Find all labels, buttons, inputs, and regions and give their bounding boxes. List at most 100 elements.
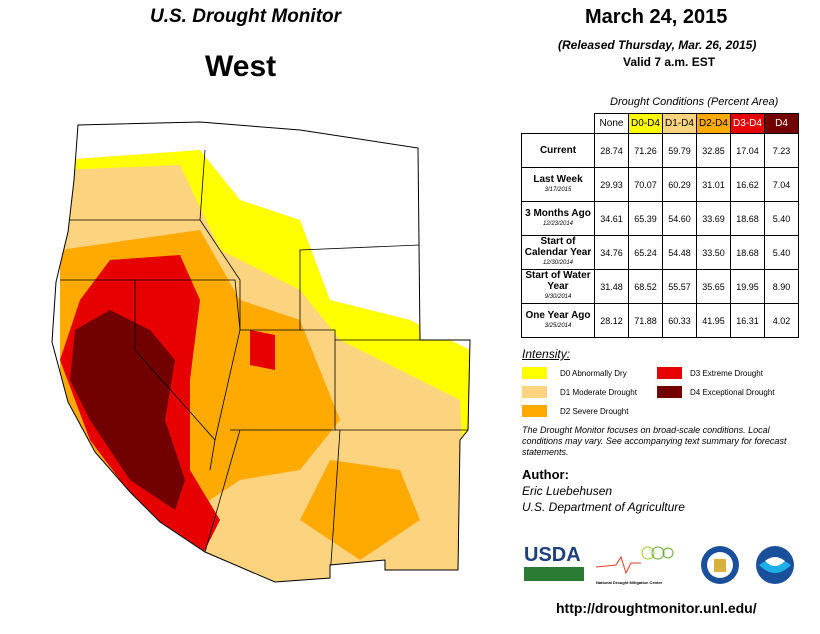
website-link[interactable]: http://droughtmonitor.unl.edu/ — [556, 600, 757, 616]
drought-map — [51, 121, 471, 583]
row-date: 9/30/2014 — [544, 294, 572, 300]
table-cell: 5.40 — [764, 235, 799, 270]
table-cell: 32.85 — [696, 133, 731, 168]
table-cell: 7.04 — [764, 167, 799, 202]
table-cell: 29.93 — [594, 167, 629, 202]
usda-logo: USDA — [524, 545, 584, 581]
usda-logo-text: USDA — [524, 544, 581, 566]
valid-time: Valid 7 a.m. EST — [623, 55, 716, 69]
row-label-text: Current — [539, 145, 577, 156]
table-cell: 18.68 — [730, 201, 765, 236]
row-label-text: 3 Months Ago — [525, 207, 591, 219]
column-header: D4 — [764, 113, 799, 134]
table-row: One Year Ago 3/25/2014 28.12 71.88 60.33 41.9… — [521, 303, 799, 338]
table-cell: 34.61 — [594, 201, 629, 236]
author-org: U.S. Department of Agriculture — [522, 500, 685, 514]
table-cell: 54.48 — [662, 235, 697, 270]
legend-item: D0 Abnormally Dry — [522, 367, 627, 379]
row-label: One Year Ago 3/25/2014 — [521, 303, 595, 338]
table-cell: 65.39 — [628, 201, 663, 236]
legend-item: D1 Moderate Drought — [522, 386, 637, 398]
noaa-logo-icon — [756, 546, 794, 584]
row-label: Last Week 3/17/2015 — [521, 167, 595, 202]
legend-label: D3 Extreme Drought — [690, 368, 763, 378]
legend-item: D3 Extreme Drought — [657, 367, 763, 379]
d4-area — [70, 310, 185, 510]
table-cell: 18.68 — [730, 235, 765, 270]
region-title: West — [205, 50, 277, 83]
d2-area-south — [300, 460, 420, 560]
table-row: 3 Months Ago 12/23/2014 34.61 65.39 54.60 33.… — [521, 201, 799, 236]
table-cell: 5.40 — [764, 201, 799, 236]
legend-label: D0 Abnormally Dry — [560, 368, 627, 378]
legend-item: D2 Severe Drought — [522, 405, 628, 417]
author-name: Eric Luebehusen — [522, 484, 613, 498]
row-label-text: Start of Calendar Year — [524, 236, 592, 258]
table-row: Current 28.74 71.26 59.79 32.85 17.04 7.23 — [521, 133, 799, 168]
column-header: None — [594, 113, 629, 134]
table-cell: 71.88 — [628, 303, 663, 338]
table-cell: 68.52 — [628, 269, 663, 304]
table-cell: 19.95 — [730, 269, 765, 304]
row-label-text: One Year Ago — [525, 309, 591, 321]
release-date: (Released Thursday, Mar. 26, 2015) — [558, 38, 757, 52]
row-label-text: Last Week — [533, 173, 583, 185]
row-label-text: Start of Water Year — [525, 270, 591, 292]
table-cell: 31.01 — [696, 167, 731, 202]
legend-label: D4 Exceptional Drought — [690, 387, 775, 397]
map-title: U.S. Drought Monitor — [150, 6, 342, 27]
row-label: Current — [521, 133, 595, 168]
column-header: D1-D4 — [662, 113, 697, 134]
table-cell: 8.90 — [764, 269, 799, 304]
table-cell: 71.26 — [628, 133, 663, 168]
table-cell: 55.57 — [662, 269, 697, 304]
column-header: D3-D4 — [730, 113, 765, 134]
column-header: D2-D4 — [696, 113, 731, 134]
table-row: Start of Calendar Year 12/30/2014 34.76 65.… — [521, 235, 799, 270]
row-date: 3/17/2015 — [544, 186, 572, 193]
author-label: Author: — [522, 467, 569, 482]
table-cell: 33.50 — [696, 235, 731, 270]
table-cell: 31.48 — [594, 269, 629, 304]
row-date: 12/23/2014 — [542, 220, 574, 227]
table-cell: 16.62 — [730, 167, 765, 202]
legend-label: D1 Moderate Drought — [560, 387, 637, 397]
column-header: D0-D4 — [628, 113, 663, 134]
table-cell: 70.07 — [628, 167, 663, 202]
ndmc-logo-text: National Drought Mitigation Center — [596, 580, 663, 585]
table-cell: 60.33 — [662, 303, 697, 338]
table-cell: 41.95 — [696, 303, 731, 338]
table-cell: 54.60 — [662, 201, 697, 236]
table-caption: Drought Conditions (Percent Area) — [610, 96, 779, 108]
table-cell: 33.69 — [696, 201, 731, 236]
legend-label: D2 Severe Drought — [560, 406, 629, 416]
legend-item: D4 Exceptional Drought — [657, 386, 775, 398]
table-row: Start of Water Year 9/30/2014 31.48 68.52 55… — [521, 269, 799, 304]
row-label: Start of Water Year 9/30/2014 — [521, 269, 595, 304]
table-cell: 17.04 — [730, 133, 765, 168]
row-date: 3/25/2014 — [544, 322, 572, 329]
d3-area-utah — [250, 330, 275, 370]
row-date: 12/30/2014 — [542, 260, 574, 266]
drought-conditions-table: None D0-D4 D1-D4 D2-D4 D3-D4 D4 Current 2… — [521, 113, 799, 338]
ndmc-logo: National Drought Mitigation Center — [595, 545, 674, 585]
table-cell: 16.31 — [730, 303, 765, 338]
table-cell: 28.74 — [594, 133, 629, 168]
table-row: Last Week 3/17/2015 29.93 70.07 60.29 31.01 16… — [521, 167, 799, 202]
table-cell: 7.23 — [764, 133, 799, 168]
legend-title: Intensity: — [522, 347, 571, 361]
author-info: Eric Luebehusen U.S. Department of Agricu… — [522, 483, 685, 515]
tree-icon — [595, 546, 674, 575]
table-cell: 59.79 — [662, 133, 697, 168]
table-cell: 34.76 — [594, 235, 629, 270]
commerce-seal-icon — [701, 546, 739, 584]
table-cell: 4.02 — [764, 303, 799, 338]
row-label: Start of Calendar Year 12/30/2014 — [521, 235, 595, 270]
table-cell: 35.65 — [696, 269, 731, 304]
disclaimer-note: The Drought Monitor focuses on broad-sca… — [522, 425, 787, 457]
table-cell: 60.29 — [662, 167, 697, 202]
table-cell: 65.24 — [628, 235, 663, 270]
table-cell: 28.12 — [594, 303, 629, 338]
map-date: March 24, 2015 — [585, 6, 728, 28]
row-label: 3 Months Ago 12/23/2014 — [521, 201, 595, 236]
